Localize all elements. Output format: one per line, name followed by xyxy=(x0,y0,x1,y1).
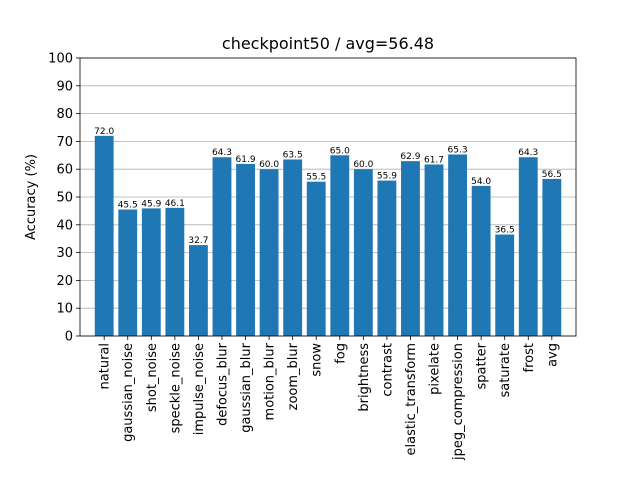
x-tick-label-spatter: spatter xyxy=(475,342,490,389)
bar-spatter xyxy=(471,185,491,336)
x-tick-label-gaussian_blur: gaussian_blur xyxy=(239,342,254,432)
data-label-natural: 72.0 xyxy=(94,127,114,137)
bar-natural xyxy=(94,135,114,336)
x-tick-label-shot_noise: shot_noise xyxy=(145,343,160,412)
data-label-gaussian_blur: 61.9 xyxy=(236,155,256,165)
x-tick-label-jpeg_compression: jpeg_compression xyxy=(451,343,466,461)
x-tick-label-snow: snow xyxy=(310,343,325,377)
bar-zoom_blur xyxy=(283,159,303,336)
y-tick-label: 10 xyxy=(56,302,73,317)
x-tick-label-avg: avg xyxy=(545,343,560,367)
x-tick-label-zoom_blur: zoom_blur xyxy=(286,342,301,410)
data-label-zoom_blur: 63.5 xyxy=(283,150,303,160)
x-tick-label-frost: frost xyxy=(522,343,537,372)
y-tick-label: 30 xyxy=(56,246,73,261)
bar-pixelate xyxy=(424,164,444,336)
y-tick-label: 100 xyxy=(48,52,73,67)
bar-gaussian_blur xyxy=(236,163,255,336)
data-label-fog: 65.0 xyxy=(330,146,350,156)
data-label-speckle_noise: 46.1 xyxy=(165,199,185,209)
y-tick-label: 80 xyxy=(56,107,73,122)
data-label-elastic_transform: 62.9 xyxy=(400,152,420,162)
y-tick-label: 70 xyxy=(56,135,73,150)
y-tick-label: 40 xyxy=(56,218,73,233)
data-label-motion_blur: 60.0 xyxy=(259,160,279,170)
bar-impulse_noise xyxy=(188,245,208,336)
x-tick-label-motion_blur: motion_blur xyxy=(263,342,278,420)
chart-title: checkpoint50 / avg=56.48 xyxy=(222,34,434,53)
bar-motion_blur xyxy=(259,169,279,336)
x-tick-label-brightness: brightness xyxy=(357,343,372,412)
data-label-gaussian_noise: 45.5 xyxy=(118,201,138,211)
data-label-frost: 64.3 xyxy=(518,148,538,158)
data-label-avg: 56.5 xyxy=(542,170,562,180)
bar-frost xyxy=(518,157,538,336)
data-labels: 72.045.5 45.9 46.132.764.361.960.063.555.5… xyxy=(94,127,562,246)
y-axis: 0 10 20 30 40 50 60 70 80 90 100 xyxy=(48,52,80,345)
bars xyxy=(94,135,562,336)
x-tick-label-pixelate: pixelate xyxy=(428,343,443,395)
bar-contrast xyxy=(377,180,397,336)
bar-jpeg_compression xyxy=(448,154,468,336)
data-label-impulse_noise: 32.7 xyxy=(188,236,208,246)
x-tick-label-impulse_noise: impulse_noise xyxy=(192,343,207,435)
x-tick-label-saturate: saturate xyxy=(498,343,513,397)
data-label-pixelate: 61.7 xyxy=(424,155,444,165)
bar-brightness xyxy=(353,169,373,336)
y-tick-label: 50 xyxy=(56,191,73,206)
plot-frame xyxy=(79,57,577,337)
x-axis: natural gaussian_noise shot_noise speckle_n… xyxy=(98,336,560,461)
bar-fog xyxy=(330,155,350,336)
y-tick-label: 0 xyxy=(65,330,73,345)
bar-gaussian_noise xyxy=(118,209,138,336)
x-tick-label-elastic_transform: elastic_transform xyxy=(404,343,419,455)
y-axis-label: Accuracy (%) xyxy=(24,154,39,240)
data-label-defocus_blur: 64.3 xyxy=(212,148,232,158)
y-tick-label: 60 xyxy=(56,163,73,178)
bar-shot_noise xyxy=(141,208,161,336)
x-tick-label-natural: natural xyxy=(98,343,113,389)
x-tick-label-defocus_blur: defocus_blur xyxy=(215,342,230,426)
bar-defocus_blur xyxy=(212,157,232,336)
data-label-jpeg_compression: 65.3 xyxy=(448,145,468,155)
x-tick-label-fog: fog xyxy=(333,343,348,364)
bar-speckle_noise xyxy=(165,207,185,336)
bar-snow xyxy=(306,181,326,336)
bar-avg xyxy=(542,178,562,336)
data-label-saturate: 36.5 xyxy=(495,226,515,236)
x-tick-label-speckle_noise: speckle_noise xyxy=(168,343,183,433)
bar-elastic_transform xyxy=(401,161,420,336)
x-tick-label-contrast: contrast xyxy=(380,343,395,397)
y-tick-label: 20 xyxy=(56,274,73,289)
x-tick-label-gaussian_noise: gaussian_noise xyxy=(121,343,136,442)
y-tick-label: 90 xyxy=(56,79,73,94)
data-label-snow: 55.5 xyxy=(306,173,326,183)
data-label-spatter: 54.0 xyxy=(471,177,491,187)
data-label-shot_noise: 45.9 xyxy=(141,199,161,209)
data-label-brightness: 60.0 xyxy=(353,160,373,170)
data-label-contrast: 55.9 xyxy=(377,172,397,182)
bar-saturate xyxy=(495,234,515,336)
